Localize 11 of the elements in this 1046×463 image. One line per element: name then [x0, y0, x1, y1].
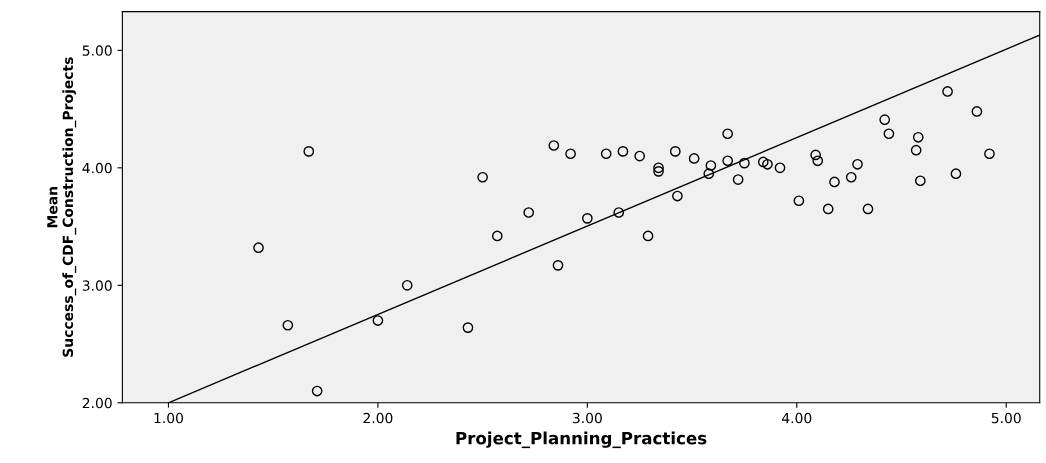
x-axis-title: Project_Planning_Practices — [456, 431, 707, 449]
y-tick-label: 3.00 — [82, 280, 112, 291]
x-tick-label: 3.00 — [572, 412, 602, 424]
y-axis-title: Mean Success_of_CDF_Construction_Projects — [47, 57, 77, 357]
x-tick-label: 4.00 — [781, 412, 812, 424]
y-tick-label: 4.00 — [82, 162, 112, 174]
y-tick-label: 5.00 — [82, 45, 112, 56]
x-tick-label: 5.00 — [991, 412, 1021, 424]
y-tick-label: 2.00 — [82, 397, 112, 409]
x-tick-label: 2.00 — [363, 412, 393, 424]
x-tick-label: 1.00 — [154, 412, 183, 424]
